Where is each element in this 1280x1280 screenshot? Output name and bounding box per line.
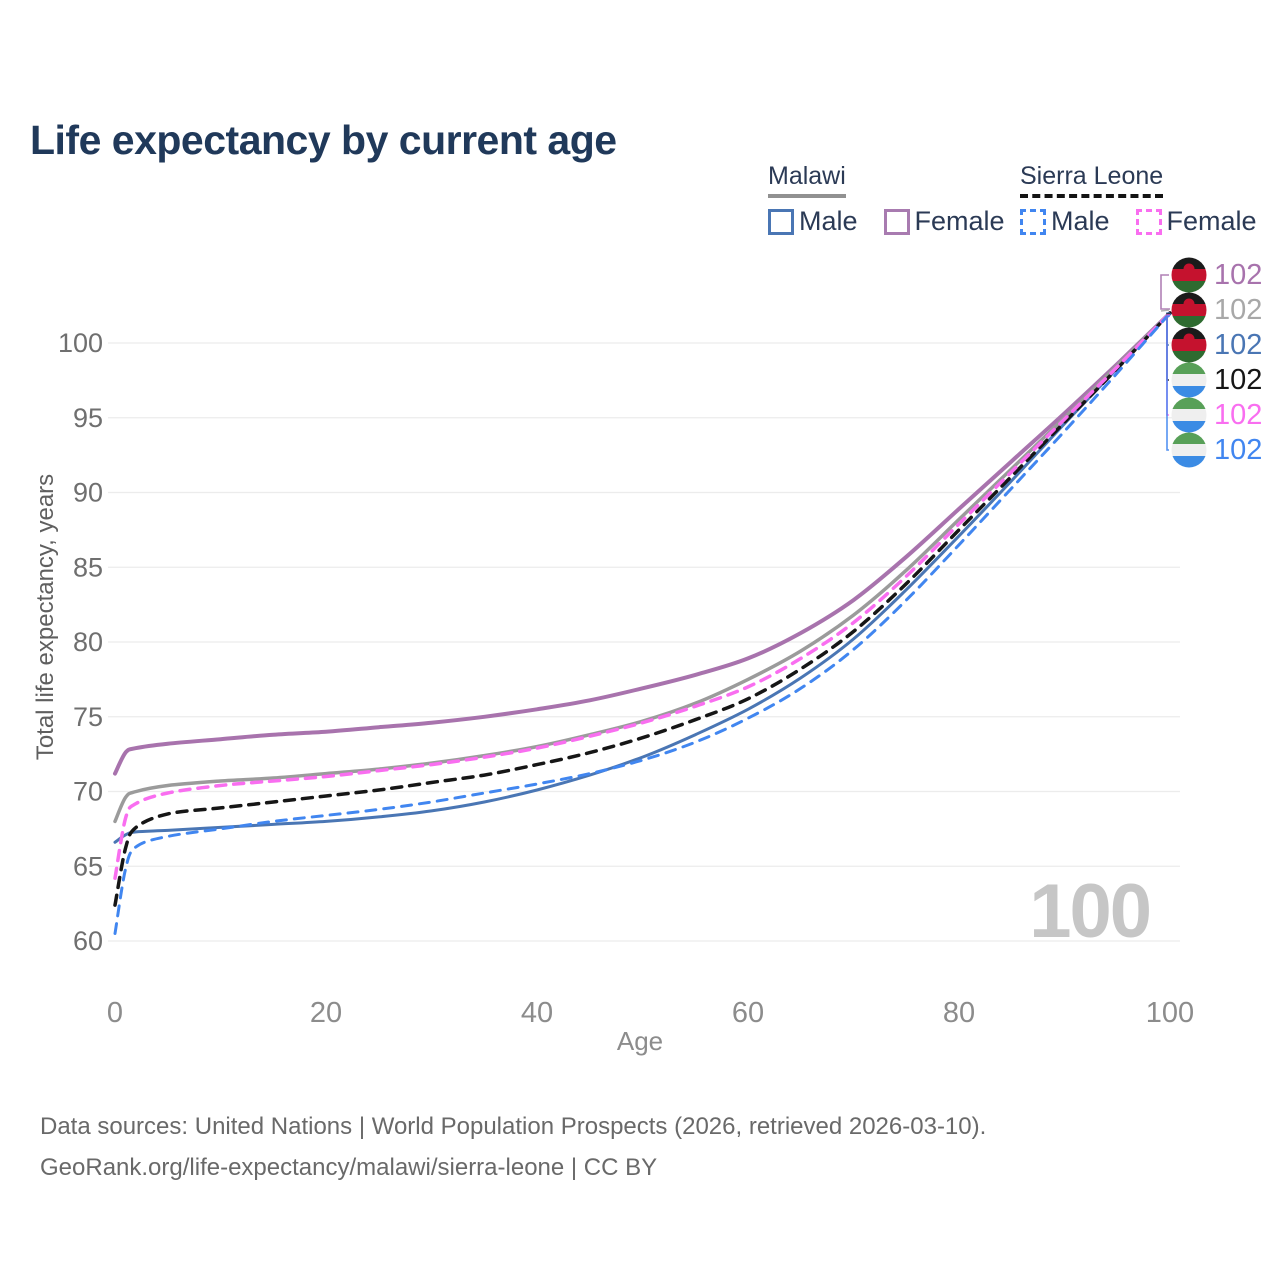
y-tick-70: 70 <box>73 777 103 807</box>
y-tick-75: 75 <box>73 702 103 732</box>
legend-item-sierra-leone-male[interactable]: Male <box>1020 206 1110 237</box>
y-tick-80: 80 <box>73 627 103 657</box>
end-label-connector-4 <box>1166 314 1170 416</box>
end-label-connector-0 <box>1160 274 1170 310</box>
end-value-label: 102 <box>1214 398 1263 431</box>
sierra_leone-flag-icon <box>1171 362 1207 398</box>
end-label-row-sierra-leone-male: 102 <box>1171 432 1262 468</box>
legend-country-malawi[interactable]: Malawi <box>768 162 846 198</box>
x-tick-100: 100 <box>1146 997 1194 1029</box>
x-tick-80: 80 <box>943 997 975 1029</box>
malawi-female-swatch-icon <box>883 208 910 235</box>
page-title: Life expectancy by current age <box>30 117 617 164</box>
end-label-connector-3 <box>1166 313 1170 381</box>
end-label-connector-1 <box>1160 309 1170 312</box>
sierra-leone-female-swatch-icon <box>1135 208 1162 235</box>
age-frame-watermark: 100 <box>1029 869 1152 954</box>
y-tick-100: 100 <box>58 328 103 358</box>
y-axis-title: Total life expectancy, years <box>32 473 59 761</box>
end-label-row-malawi-female: 102 <box>1171 257 1262 293</box>
legend-group-malawi: Malawi Male Female <box>768 162 1005 237</box>
series-line-sierra-leone-male[interactable] <box>113 311 1172 935</box>
malawi-flag-icon <box>1171 327 1207 363</box>
series-line-sierra-leone-female[interactable] <box>113 311 1172 880</box>
end-value-label: 102 <box>1214 433 1263 466</box>
malawi-flag-icon <box>1171 257 1207 293</box>
series-line-sierra-leone-both-sexes[interactable] <box>113 311 1172 907</box>
end-value-label: 102 <box>1214 363 1263 396</box>
series-line-malawi-both-sexes[interactable] <box>113 311 1172 824</box>
footer-data-sources: Data sources: United Nations | World Pop… <box>40 1113 987 1140</box>
sierra_leone-flag-icon <box>1171 397 1207 433</box>
y-tick-95: 95 <box>73 403 103 433</box>
legend-label-sierra-leone-female: Female <box>1166 206 1257 236</box>
x-tick-20: 20 <box>310 997 342 1029</box>
series-line-malawi-male[interactable] <box>113 311 1172 844</box>
sierra_leone-flag-icon <box>1171 432 1207 468</box>
end-value-label: 102 <box>1214 293 1263 326</box>
malawi-male-swatch-icon <box>768 208 794 235</box>
legend-label-malawi-male: Male <box>799 206 858 236</box>
legend-item-malawi-male[interactable]: Male <box>768 206 858 237</box>
footer: Data sources: United Nations | World Pop… <box>40 1106 986 1188</box>
end-label-row-malawi-male: 102 <box>1171 327 1262 363</box>
x-tick-60: 60 <box>732 997 764 1029</box>
legend-group-sierra-leone: Sierra Leone Male Female <box>1020 162 1257 237</box>
legend-item-malawi-female[interactable]: Female <box>883 206 1005 237</box>
end-label-row-sierra-leone-female: 102 <box>1171 397 1262 433</box>
x-axis-title: Age <box>616 1026 664 1056</box>
end-label-row-sierra-leone-both-sexes: 102 <box>1171 362 1262 398</box>
sierra-leone-male-swatch-icon <box>1020 208 1046 235</box>
end-label-row-malawi-both-sexes: 102 <box>1171 292 1262 328</box>
series-line-malawi-female[interactable] <box>113 311 1172 776</box>
y-tick-60: 60 <box>73 926 103 956</box>
end-label-connector-5 <box>1166 315 1170 451</box>
end-value-label: 102 <box>1214 328 1263 361</box>
end-value-label: 102 <box>1214 258 1263 291</box>
legend-country-sierra-leone[interactable]: Sierra Leone <box>1020 162 1164 198</box>
legend-label-malawi-female: Female <box>914 206 1005 236</box>
x-tick-0: 0 <box>107 997 123 1029</box>
legend-label-sierra-leone-male: Male <box>1051 206 1110 236</box>
legend-item-sierra-leone-female[interactable]: Female <box>1135 206 1257 237</box>
malawi-flag-icon <box>1171 292 1207 328</box>
y-tick-90: 90 <box>73 478 103 508</box>
y-tick-65: 65 <box>73 851 103 881</box>
y-tick-85: 85 <box>73 552 103 582</box>
x-tick-40: 40 <box>521 997 553 1029</box>
footer-attribution-link[interactable]: GeoRank.org/life-expectancy/malawi/sierr… <box>40 1154 658 1181</box>
